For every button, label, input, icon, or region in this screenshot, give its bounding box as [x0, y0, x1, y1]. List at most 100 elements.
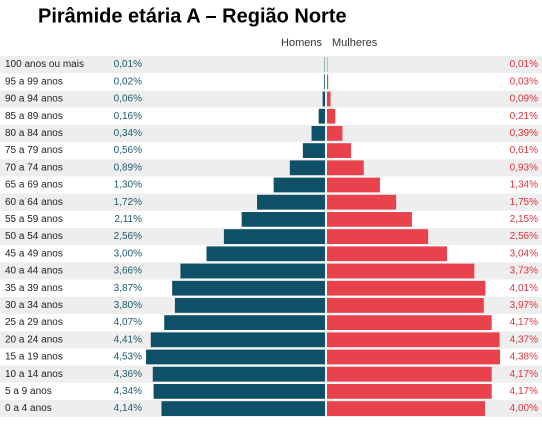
category-label: 0 a 4 anos [5, 403, 52, 414]
category-label: 50 a 54 anos [5, 231, 63, 242]
bar-men [318, 108, 325, 124]
value-label: 3,73% [510, 266, 538, 277]
bar-men [241, 212, 325, 227]
bar-women [327, 91, 331, 107]
category-label: 5 a 9 anos [5, 386, 52, 397]
category-label: 80 a 84 anos [5, 128, 63, 139]
bar-women [327, 212, 412, 227]
bar-men [223, 229, 325, 244]
category-label: 60 a 64 anos [5, 197, 63, 208]
bar-women [327, 384, 492, 399]
category-label: 75 a 79 anos [5, 145, 63, 156]
bar-women [327, 315, 492, 330]
bar-men [257, 194, 325, 210]
bar-women [327, 74, 329, 90]
value-label: 0,01% [114, 59, 142, 70]
category-label: 25 a 29 anos [5, 317, 63, 328]
value-label: 0,03% [510, 76, 538, 87]
value-label: 4,07% [114, 317, 142, 328]
value-label: 4,41% [114, 334, 142, 345]
value-label: 1,30% [114, 180, 142, 191]
bar-women [327, 126, 343, 141]
category-label: 95 a 99 anos [5, 76, 63, 87]
legend-label: Homens [281, 37, 322, 49]
value-label: 1,72% [114, 197, 142, 208]
bar-women [327, 263, 475, 279]
value-label: 4,38% [510, 352, 538, 363]
bar-men [324, 74, 325, 90]
value-label: 4,53% [114, 352, 142, 363]
bar-men [302, 143, 325, 158]
bar-men [322, 91, 325, 107]
category-label: 15 a 19 anos [5, 352, 63, 363]
value-label: 2,56% [510, 231, 538, 242]
value-label: 0,93% [510, 162, 538, 173]
value-label: 4,17% [510, 386, 538, 397]
value-label: 0,01% [510, 59, 538, 70]
value-label: 1,75% [510, 197, 538, 208]
category-label: 85 a 89 anos [5, 111, 63, 122]
bar-women [327, 298, 484, 313]
value-label: 4,17% [510, 317, 538, 328]
bar-women [327, 280, 486, 296]
bar-men [150, 332, 325, 348]
category-label: 45 a 49 anos [5, 248, 63, 259]
row-band [0, 124, 542, 142]
bar-women [327, 194, 397, 210]
value-label: 3,87% [114, 283, 142, 294]
bar-men [174, 298, 325, 313]
bar-women [327, 332, 500, 348]
value-label: 0,09% [510, 94, 538, 105]
value-label: 4,36% [114, 369, 142, 380]
bar-men [152, 366, 325, 382]
bar-men [161, 401, 325, 416]
chart-title: Pirâmide etária A – Região Norte [38, 5, 347, 27]
bar-men [206, 246, 325, 262]
value-label: 0,02% [114, 76, 142, 87]
bar-women [327, 349, 501, 365]
value-label: 3,04% [510, 248, 538, 259]
value-label: 4,34% [114, 386, 142, 397]
value-label: 4,00% [510, 403, 538, 414]
value-label: 4,17% [510, 369, 538, 380]
bar-men [172, 280, 325, 296]
bar-men [164, 315, 325, 330]
bar-women [327, 246, 448, 262]
category-label: 65 a 69 anos [5, 180, 63, 191]
category-label: 30 a 34 anos [5, 300, 63, 311]
row-band [0, 56, 542, 74]
row-band [0, 159, 542, 177]
value-label: 0,89% [114, 162, 142, 173]
value-label: 2,11% [114, 214, 142, 225]
value-label: 0,16% [114, 111, 142, 122]
value-label: 0,06% [114, 94, 142, 105]
value-label: 3,80% [114, 300, 142, 311]
category-label: 40 a 44 anos [5, 266, 63, 277]
value-label: 3,97% [510, 300, 538, 311]
value-label: 2,56% [114, 231, 142, 242]
bar-women [327, 177, 380, 193]
category-label: 100 anos ou mais [5, 59, 84, 70]
value-label: 4,14% [114, 403, 142, 414]
bar-women [327, 366, 492, 382]
bar-women [327, 160, 364, 176]
bar-men [273, 177, 325, 193]
value-label: 4,01% [510, 283, 538, 294]
value-label: 3,66% [114, 266, 142, 277]
value-label: 0,34% [114, 128, 142, 139]
bar-men [146, 349, 325, 365]
value-label: 3,00% [114, 248, 142, 259]
bar-men [180, 263, 325, 279]
bar-women [327, 108, 336, 124]
value-label: 2,15% [510, 214, 538, 225]
category-label: 70 a 74 anos [5, 162, 63, 173]
legend-label: Mulheres [332, 37, 378, 49]
value-label: 0,61% [510, 145, 538, 156]
category-label: 90 a 94 anos [5, 94, 63, 105]
value-label: 0,21% [510, 111, 538, 122]
bar-men [153, 384, 325, 399]
category-label: 20 a 24 anos [5, 334, 63, 345]
category-label: 35 a 39 anos [5, 283, 63, 294]
category-label: 10 a 14 anos [5, 369, 63, 380]
